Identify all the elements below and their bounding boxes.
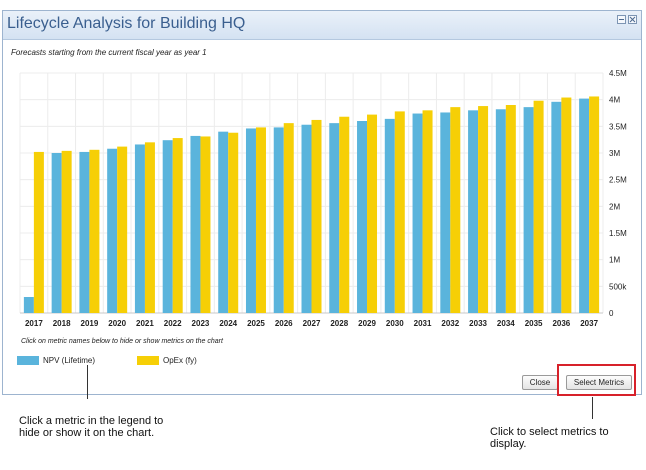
bar-opex[interactable]: [367, 114, 378, 313]
lifecycle-chart: 2017 2018 2019 2020 2021 2022 2023 2024 2025 2026…: [19, 69, 627, 328]
bar-opex[interactable]: [89, 149, 100, 313]
close-icon[interactable]: [628, 15, 637, 24]
y-tick-label: 4.5M: [609, 69, 627, 78]
y-tick-label: 3M: [609, 149, 620, 158]
bar-npv[interactable]: [551, 101, 562, 313]
y-tick-label: 4M: [609, 96, 620, 105]
minimize-icon[interactable]: [617, 15, 626, 24]
x-tick-label: 2034: [497, 319, 515, 328]
bar-npv[interactable]: [79, 151, 90, 313]
bar-npv[interactable]: [162, 140, 173, 313]
bar-opex[interactable]: [339, 116, 350, 313]
x-tick-label: 2027: [303, 319, 321, 328]
x-tick-label: 2030: [386, 319, 404, 328]
bar-npv[interactable]: [190, 135, 201, 313]
bar-opex[interactable]: [33, 151, 44, 313]
legend-swatch-npv: [17, 356, 39, 365]
x-tick-label: 2025: [247, 319, 265, 328]
x-tick-label: 2035: [525, 319, 543, 328]
y-tick-label: 1M: [609, 256, 620, 265]
bar-npv[interactable]: [523, 107, 534, 313]
lifecycle-dialog: Lifecycle Analysis for Building HQ Forec…: [2, 10, 642, 395]
bar-opex[interactable]: [422, 110, 433, 313]
dialog-titlebar[interactable]: Lifecycle Analysis for Building HQ: [3, 11, 641, 40]
select-metrics-button[interactable]: Select Metrics: [566, 375, 632, 390]
bar-opex[interactable]: [283, 123, 294, 313]
bar-npv[interactable]: [440, 112, 451, 313]
x-tick-label: 2036: [552, 319, 570, 328]
y-tick-label: 2M: [609, 202, 620, 211]
y-tick-label: 0: [609, 309, 614, 318]
bar-opex[interactable]: [478, 106, 489, 313]
bar-npv[interactable]: [273, 127, 284, 314]
legend-hint: Click on metric names below to hide or s…: [21, 338, 223, 345]
y-tick-label: 2.5M: [609, 176, 627, 185]
x-tick-label: 2020: [108, 319, 126, 328]
select-callout-line: [592, 397, 593, 419]
x-tick-label: 2021: [136, 319, 154, 328]
x-tick-label: 2032: [441, 319, 459, 328]
x-tick-label: 2024: [219, 319, 237, 328]
legend-label-opex: OpEx (fy): [163, 356, 197, 365]
bar-opex[interactable]: [200, 136, 211, 313]
bar-npv[interactable]: [495, 109, 506, 314]
x-tick-label: 2031: [414, 319, 432, 328]
x-tick-label: 2019: [81, 319, 99, 328]
x-tick-label: 2028: [330, 319, 348, 328]
bar-opex[interactable]: [61, 150, 72, 313]
bar-opex[interactable]: [561, 97, 572, 314]
bar-opex[interactable]: [394, 111, 405, 314]
bar-opex[interactable]: [144, 142, 155, 313]
legend-swatch-opex: [137, 356, 159, 365]
bar-opex[interactable]: [117, 146, 128, 313]
x-tick-label: 2022: [164, 319, 182, 328]
bar-npv[interactable]: [329, 123, 340, 313]
legend-label-npv: NPV (Lifetime): [43, 356, 96, 365]
bar-opex[interactable]: [255, 127, 266, 314]
bar-opex[interactable]: [533, 100, 544, 313]
y-tick-label: 1.5M: [609, 229, 627, 238]
chart-subtitle: Forecasts starting from the current fisc…: [11, 48, 207, 57]
bar-opex[interactable]: [228, 132, 239, 313]
bar-npv[interactable]: [579, 98, 590, 313]
legend-item-npv[interactable]: NPV (Lifetime): [17, 356, 117, 366]
y-tick-label: 3.5M: [609, 122, 627, 131]
bar-opex[interactable]: [172, 138, 183, 313]
close-button[interactable]: Close: [522, 375, 558, 390]
bar-npv[interactable]: [23, 297, 34, 313]
bar-npv[interactable]: [134, 144, 145, 313]
x-tick-label: 2026: [275, 319, 293, 328]
bar-npv[interactable]: [218, 131, 229, 313]
x-tick-label: 2017: [25, 319, 43, 328]
legend-item-opex[interactable]: OpEx (fy): [137, 356, 227, 366]
bar-npv[interactable]: [245, 128, 256, 313]
bar-npv[interactable]: [301, 124, 312, 313]
bar-npv[interactable]: [412, 113, 423, 314]
dialog-title: Lifecycle Analysis for Building HQ: [7, 15, 246, 32]
bar-npv[interactable]: [384, 118, 395, 313]
bar-npv[interactable]: [468, 110, 479, 313]
bar-opex[interactable]: [589, 96, 600, 313]
select-callout: Click to select metrics to display.: [490, 426, 609, 450]
select-metrics-highlight: [557, 364, 636, 396]
x-tick-label: 2037: [580, 319, 598, 328]
bar-opex[interactable]: [505, 105, 516, 313]
legend-callout-line: [87, 365, 88, 399]
bar-opex[interactable]: [311, 119, 322, 313]
x-tick-label: 2029: [358, 319, 376, 328]
x-tick-label: 2018: [53, 319, 71, 328]
legend-callout: Click a metric in the legend to hide or …: [19, 415, 164, 439]
bar-npv[interactable]: [51, 153, 62, 313]
x-tick-label: 2033: [469, 319, 487, 328]
x-tick-label: 2023: [192, 319, 210, 328]
bar-npv[interactable]: [357, 121, 368, 313]
y-tick-label: 500k: [609, 282, 627, 291]
bar-npv[interactable]: [107, 148, 118, 313]
bar-opex[interactable]: [450, 107, 461, 313]
